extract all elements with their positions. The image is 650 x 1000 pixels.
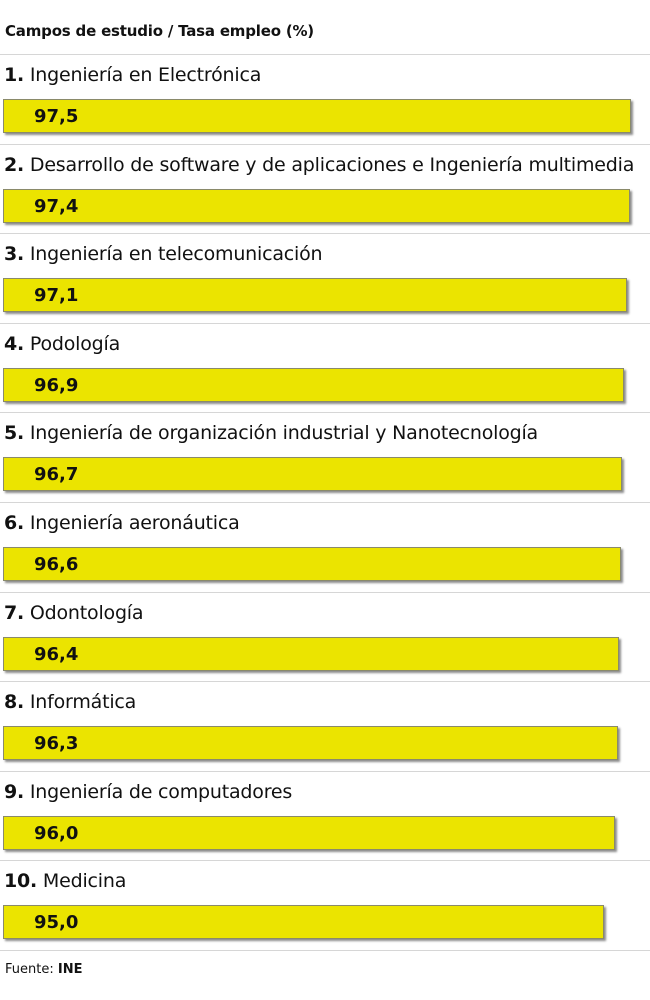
row-divider [0, 233, 650, 235]
row-divider [0, 591, 650, 593]
source-name: INE [57, 962, 83, 977]
bar: 97,4 [3, 188, 630, 223]
category-rank: 10. [4, 870, 38, 893]
category-name: Ingeniería aeronáutica [29, 512, 240, 534]
bar-value-label: 95,0 [34, 912, 79, 934]
category-name: Odontología [29, 601, 144, 624]
category-label: 6. Ingeniería aeronáutica [4, 512, 240, 534]
bar-value-label: 96,0 [34, 822, 79, 844]
category-name: Ingeniería en Electrónica [29, 64, 262, 86]
category-rank: 7. [4, 601, 25, 624]
category-label: 5. Ingeniería de organización industrial… [4, 422, 538, 444]
bar: 96,0 [3, 815, 615, 850]
row-divider [0, 770, 650, 772]
category-rank: 9. [4, 780, 25, 803]
row-divider [0, 950, 650, 951]
bar: 97,1 [3, 278, 627, 313]
category-label: 8. Informática [4, 691, 136, 713]
category-label: 4. Podología [4, 333, 120, 355]
category-name: Ingeniería de computadores [29, 780, 293, 803]
chart-title: Campos de estudio / Tasa empleo (%) [5, 22, 314, 40]
bar: 96,6 [3, 547, 622, 581]
row-divider [0, 681, 650, 683]
bar-value-label: 97,4 [34, 195, 79, 217]
category-name: Medicina [42, 870, 127, 893]
category-name: Ingeniería en telecomunicación [29, 243, 323, 266]
bar: 96,4 [3, 636, 619, 671]
bar-value-label: 96,3 [34, 733, 79, 755]
bar-value-label: 96,7 [34, 464, 79, 486]
bar: 96,7 [3, 457, 623, 492]
category-label: 2. Desarrollo de software y de aplicacio… [4, 154, 634, 176]
source-note: Fuente: INE [5, 962, 82, 977]
category-label: 10. Medicina [4, 870, 126, 892]
category-name: Desarrollo de software y de aplicaciones… [29, 153, 635, 176]
category-name: Ingeniería de organización industrial y … [29, 422, 539, 445]
bar-value-label: 96,4 [34, 643, 79, 665]
bar: 97,5 [3, 99, 631, 133]
row-divider [0, 502, 650, 503]
category-label: 3. Ingeniería en telecomunicación [4, 243, 323, 266]
bar: 96,9 [3, 367, 625, 402]
bar-value-label: 97,1 [34, 285, 79, 307]
category-rank: 5. [4, 422, 25, 445]
bar-value-label: 96,6 [34, 554, 79, 575]
category-rank: 8. [4, 691, 25, 714]
row-divider [0, 860, 650, 862]
bar: 96,3 [3, 726, 618, 761]
category-rank: 3. [4, 243, 25, 266]
category-label: 7. Odontología [4, 601, 144, 624]
bar-value-label: 97,5 [34, 106, 79, 127]
bar-value-label: 96,9 [34, 374, 79, 396]
bar: 95,0 [3, 905, 604, 940]
category-name: Podología [29, 332, 121, 355]
row-divider [0, 412, 650, 414]
row-divider [0, 322, 650, 324]
header-divider [0, 54, 650, 55]
category-rank: 6. [4, 512, 25, 534]
category-label: 9. Ingeniería de computadores [4, 781, 292, 803]
category-rank: 4. [4, 332, 25, 355]
category-name: Informática [29, 691, 137, 714]
row-divider [0, 143, 650, 145]
category-label: 1. Ingeniería en Electrónica [4, 64, 261, 86]
source-label: Fuente: [5, 962, 54, 977]
category-rank: 1. [4, 64, 25, 86]
category-rank: 2. [4, 153, 25, 176]
